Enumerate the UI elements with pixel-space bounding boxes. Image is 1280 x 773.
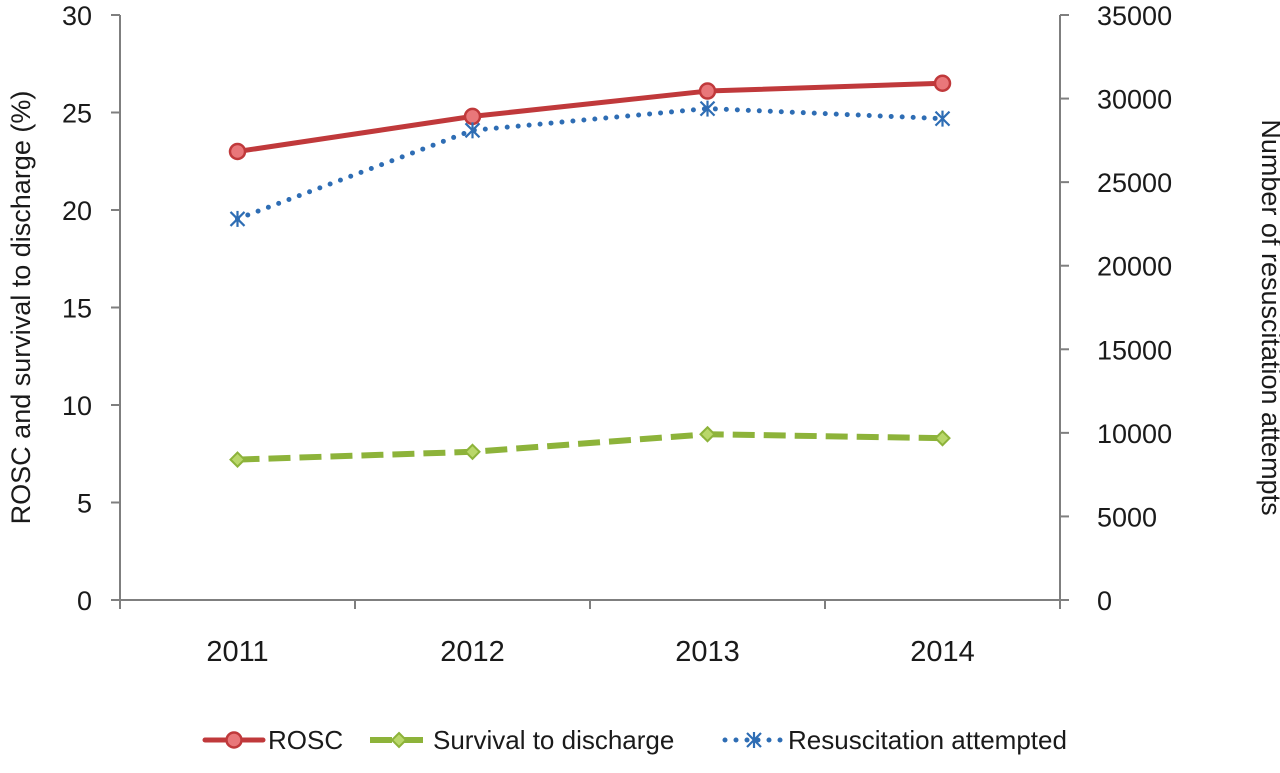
y-left-tick-label: 20 bbox=[62, 196, 92, 226]
legend-item-rosc: ROSC bbox=[202, 725, 343, 755]
legend-item-survival-to-discharge: Survival to discharge bbox=[370, 725, 674, 755]
data-point-rosc bbox=[698, 82, 717, 100]
series-layer bbox=[228, 74, 952, 469]
y-left-tick-label: 15 bbox=[62, 294, 92, 324]
y-axis-right-title: Number of resuscitation attempts bbox=[1256, 119, 1280, 515]
data-point-resuscitation-attempted bbox=[464, 122, 481, 139]
y-left-tick-label: 30 bbox=[62, 1, 92, 31]
y-axis-left-title: ROSC and survival to discharge (%) bbox=[6, 91, 36, 525]
series-line-rosc bbox=[235, 80, 945, 154]
x-tick-label: 2014 bbox=[910, 636, 975, 668]
data-point-survival-to-discharge bbox=[699, 425, 716, 443]
series-rosc bbox=[228, 74, 952, 161]
x-tick-label: 2012 bbox=[440, 636, 505, 668]
legend-label: ROSC bbox=[268, 725, 343, 755]
series-line-survival-to-discharge bbox=[237, 431, 943, 463]
y-right-tick-label: 20000 bbox=[1097, 252, 1172, 282]
series-survival-to-discharge bbox=[229, 425, 951, 469]
y-right-tick-label: 5000 bbox=[1097, 502, 1157, 532]
y-right-tick-label: 15000 bbox=[1097, 335, 1172, 365]
y-left-tick-label: 10 bbox=[62, 391, 92, 421]
series-line-resuscitation-attempted bbox=[235, 106, 945, 222]
x-tick-label: 2013 bbox=[675, 636, 740, 668]
y-right-tick-label: 10000 bbox=[1097, 419, 1172, 449]
legend-label: Resuscitation attempted bbox=[788, 725, 1067, 755]
y-left-tick-label: 25 bbox=[62, 99, 92, 129]
y-right-tick-label: 25000 bbox=[1097, 168, 1172, 198]
y-right-tick-label: 0 bbox=[1097, 586, 1112, 616]
y-left-tick-label: 0 bbox=[77, 586, 92, 616]
data-point-resuscitation-attempted bbox=[699, 100, 716, 117]
data-point-rosc bbox=[228, 142, 247, 161]
legend-swatch-marker bbox=[390, 731, 408, 749]
y-right-tick-label: 30000 bbox=[1097, 85, 1172, 115]
data-point-survival-to-discharge bbox=[464, 443, 481, 461]
legend-item-resuscitation-attempted: Resuscitation attempted bbox=[722, 725, 1067, 755]
axes: 0 5 10 15 20 25 30 0 5000 10000 15000 20000 25000 300… bbox=[6, 1, 1280, 668]
legend-label: Survival to discharge bbox=[433, 725, 674, 755]
legend-swatch-marker bbox=[225, 731, 243, 749]
x-tick-label: 2011 bbox=[206, 636, 268, 668]
y-left-tick-label: 5 bbox=[77, 489, 92, 519]
data-point-rosc bbox=[933, 74, 952, 92]
data-point-rosc bbox=[463, 107, 482, 126]
series-resuscitation-attempted bbox=[229, 100, 951, 227]
data-point-resuscitation-attempted bbox=[229, 210, 246, 227]
data-point-resuscitation-attempted bbox=[934, 110, 951, 127]
legend-swatch-marker bbox=[746, 732, 762, 748]
legend: ROSC Survival to discharge Resuscitation a… bbox=[202, 725, 1067, 755]
data-point-survival-to-discharge bbox=[934, 429, 951, 447]
y-right-tick-label: 35000 bbox=[1097, 1, 1172, 31]
data-point-survival-to-discharge bbox=[229, 451, 246, 469]
